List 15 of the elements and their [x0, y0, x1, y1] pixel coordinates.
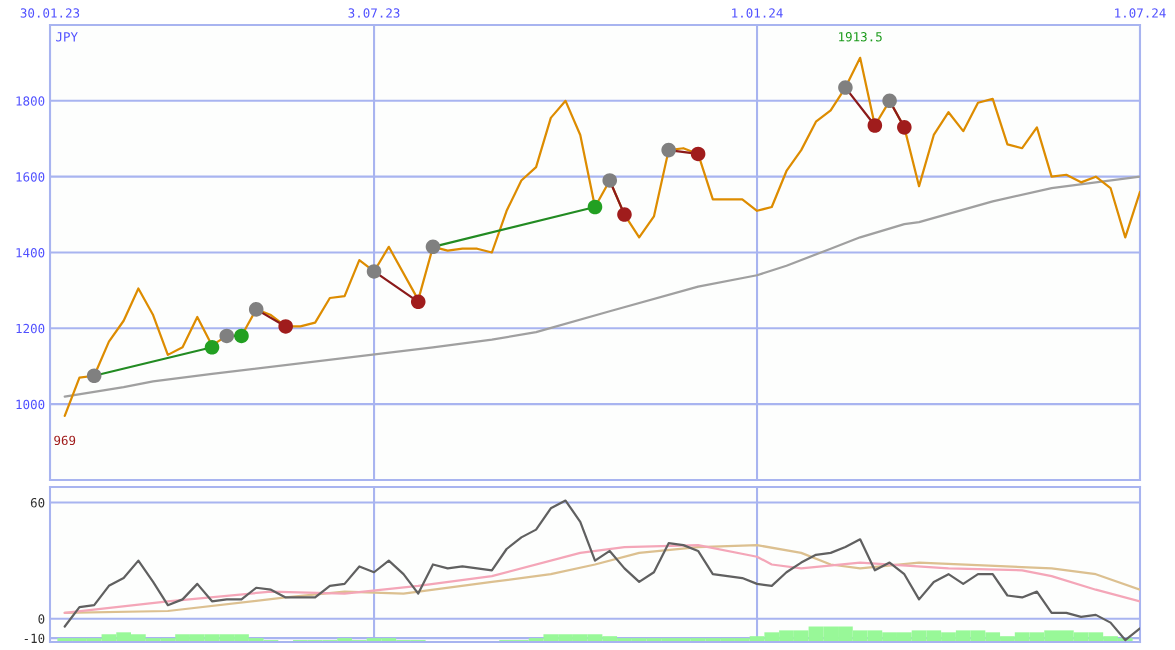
annotation: 969 — [54, 435, 76, 446]
y-tick-label: 1800 — [16, 96, 45, 106]
y-tick-label: 1600 — [16, 172, 45, 182]
y-tick-label: 1000 — [16, 399, 45, 410]
x-tick-label: 1.07.24 — [1115, 8, 1166, 18]
x-tick-label: 1.01.24 — [732, 8, 783, 18]
annotation: 1913.5 — [839, 32, 882, 42]
y-tick-label: 60 — [30, 498, 45, 508]
y-tick-label: -10 — [24, 633, 45, 644]
x-tick-label: 30.01.23 — [20, 8, 80, 18]
y-tick-label: 1400 — [16, 248, 45, 258]
y-tick-label: 0 — [38, 614, 45, 624]
y-tick-label: 1200 — [16, 323, 45, 334]
x-tick-label: 3.07.23 — [348, 8, 400, 18]
y-axis-title: JPY — [56, 32, 78, 42]
